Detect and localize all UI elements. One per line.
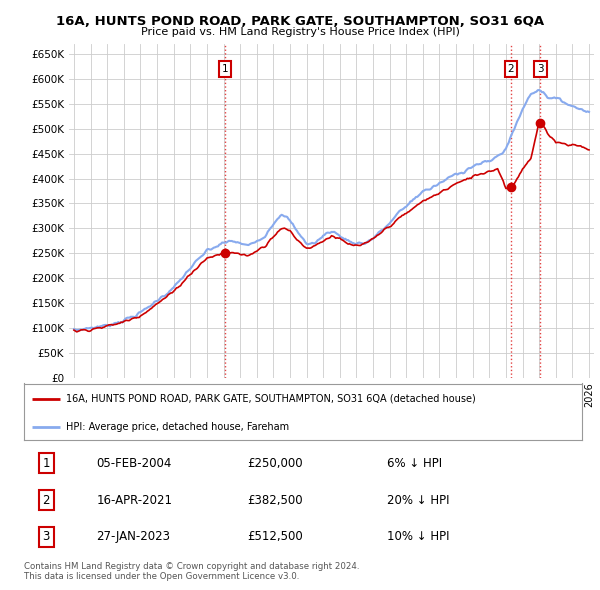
- Text: 05-FEB-2004: 05-FEB-2004: [97, 457, 172, 470]
- Text: HPI: Average price, detached house, Fareham: HPI: Average price, detached house, Fare…: [66, 422, 289, 432]
- Text: 3: 3: [43, 530, 50, 543]
- Text: 10% ↓ HPI: 10% ↓ HPI: [387, 530, 449, 543]
- Text: £382,500: £382,500: [247, 493, 303, 507]
- Text: Contains HM Land Registry data © Crown copyright and database right 2024.
This d: Contains HM Land Registry data © Crown c…: [24, 562, 359, 581]
- Text: 27-JAN-2023: 27-JAN-2023: [97, 530, 170, 543]
- Text: 16A, HUNTS POND ROAD, PARK GATE, SOUTHAMPTON, SO31 6QA: 16A, HUNTS POND ROAD, PARK GATE, SOUTHAM…: [56, 15, 544, 28]
- Text: Price paid vs. HM Land Registry's House Price Index (HPI): Price paid vs. HM Land Registry's House …: [140, 27, 460, 37]
- Text: £250,000: £250,000: [247, 457, 303, 470]
- Text: 3: 3: [537, 64, 544, 74]
- Text: £512,500: £512,500: [247, 530, 303, 543]
- Text: 1: 1: [43, 457, 50, 470]
- Text: 6% ↓ HPI: 6% ↓ HPI: [387, 457, 442, 470]
- Text: 2: 2: [508, 64, 514, 74]
- Text: 1: 1: [221, 64, 229, 74]
- Text: 16A, HUNTS POND ROAD, PARK GATE, SOUTHAMPTON, SO31 6QA (detached house): 16A, HUNTS POND ROAD, PARK GATE, SOUTHAM…: [66, 394, 476, 404]
- Text: 2: 2: [43, 493, 50, 507]
- Text: 16-APR-2021: 16-APR-2021: [97, 493, 173, 507]
- Text: 20% ↓ HPI: 20% ↓ HPI: [387, 493, 449, 507]
